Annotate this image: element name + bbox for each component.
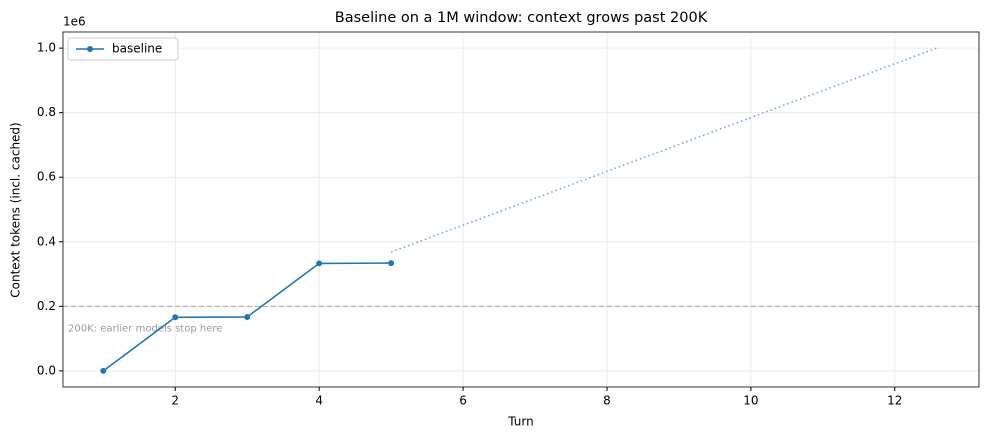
y-tick-label: 0.0 <box>37 363 56 377</box>
data-point <box>388 260 395 267</box>
plot-frame <box>62 31 980 388</box>
legend: baseline <box>67 37 179 61</box>
y-tick-label: 1.0 <box>37 41 56 55</box>
chart-title: Baseline on a 1M window: context grows p… <box>335 10 708 26</box>
x-tick-label: 8 <box>603 394 611 408</box>
data-point <box>316 260 323 267</box>
reference-label: 200K: earlier models stop here <box>68 323 222 334</box>
y-tick-label: 0.4 <box>37 234 56 248</box>
data-point <box>100 367 107 374</box>
legend-label: baseline <box>112 42 162 56</box>
legend-marker <box>87 46 93 52</box>
y-offset-label: 1e6 <box>63 15 86 29</box>
y-tick-label: 0.8 <box>37 105 56 119</box>
x-axis-label: Turn <box>507 415 533 429</box>
x-tick-label: 6 <box>459 394 467 408</box>
x-tick-label: 10 <box>743 394 758 408</box>
x-tick-label: 12 <box>887 394 902 408</box>
y-axis-label: Context tokens (incl. cached) <box>9 122 23 297</box>
x-tick-label: 2 <box>171 394 179 408</box>
y-tick-label: 0.2 <box>37 299 56 313</box>
legend-box <box>67 37 179 61</box>
data-point <box>172 314 179 321</box>
series-line <box>390 47 937 253</box>
y-tick-label: 0.6 <box>37 170 56 184</box>
x-tick-label: 4 <box>315 394 323 408</box>
data-point <box>244 313 251 320</box>
